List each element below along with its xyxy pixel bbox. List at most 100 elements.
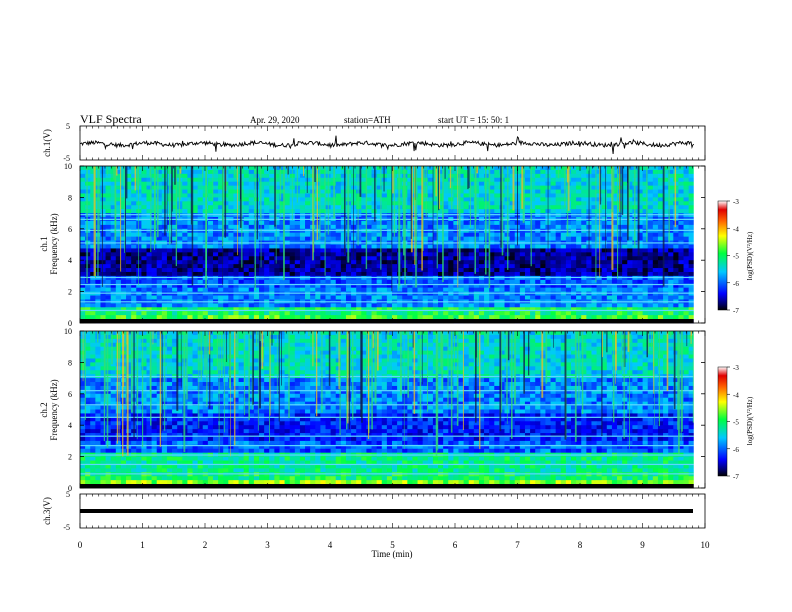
spectrogram-cell xyxy=(320,236,326,241)
spectrogram-cell xyxy=(197,169,204,175)
spectrogram-cell xyxy=(637,271,643,277)
spectrogram-cell xyxy=(530,315,536,320)
spectrogram-sferic xyxy=(435,166,437,197)
spectrogram-cell xyxy=(463,177,470,183)
spectrogram-cell xyxy=(432,311,439,316)
spectrogram-cell xyxy=(197,303,204,308)
spectrogram-cell xyxy=(182,166,188,171)
spectrogram-cell xyxy=(478,260,485,265)
spectrogram-cell xyxy=(212,236,219,241)
spectrogram-cell xyxy=(632,311,638,316)
spectrogram-cell xyxy=(673,264,679,269)
spectrogram-cell xyxy=(422,248,429,253)
spectrogram-cell xyxy=(494,244,500,249)
spectrogram-cell xyxy=(468,205,475,210)
spectrogram-cell xyxy=(80,295,86,300)
spectrogram-cell xyxy=(555,303,562,308)
spectrogram-cell xyxy=(391,260,398,265)
spectrogram-cell xyxy=(468,193,475,198)
spectrogram-cell xyxy=(330,260,337,265)
spectrogram-cell xyxy=(177,268,183,273)
spectrogram-cell xyxy=(105,252,112,257)
spectrogram-cell xyxy=(248,232,255,238)
spectrogram-cell xyxy=(509,209,516,214)
spectrogram-cell xyxy=(110,177,117,183)
spectrogram-cell xyxy=(432,209,439,214)
spectrogram-cell xyxy=(310,307,316,312)
spectrogram-cell xyxy=(550,173,557,179)
spectrogram-cell xyxy=(202,311,209,316)
spectrogram-cell xyxy=(340,236,347,241)
spectrogram-cell xyxy=(345,307,352,312)
spectrogram-cell xyxy=(320,271,326,277)
spectrogram-cell xyxy=(279,177,285,183)
spectrogram-cell xyxy=(627,283,633,289)
spectrogram-cell xyxy=(80,256,86,261)
spectrogram-cell xyxy=(233,264,239,269)
spectrogram-cell xyxy=(141,205,147,210)
spectrogram-cell xyxy=(85,303,91,308)
spectrogram-cell xyxy=(218,268,224,273)
spectrogram-cell xyxy=(366,209,372,214)
spectrogram-cell xyxy=(576,220,582,226)
spectrogram-cell xyxy=(514,252,521,257)
spectrogram-cell xyxy=(407,303,413,308)
spectrogram-cell xyxy=(356,307,362,312)
spectrogram-cell xyxy=(136,271,142,277)
spectrogram-sferic xyxy=(588,166,590,250)
spectrogram-cell xyxy=(274,173,280,179)
spectrogram-cell xyxy=(524,287,531,293)
spectrogram-cell xyxy=(100,271,106,277)
spectrogram-cell xyxy=(417,189,424,194)
spectrogram-cell xyxy=(386,166,393,171)
spectrogram-cell xyxy=(253,166,260,171)
spectrogram-cell xyxy=(289,252,296,257)
spectrogram-cell xyxy=(248,189,255,194)
spectrogram-cell xyxy=(315,283,321,289)
spectrogram-cell xyxy=(524,256,531,261)
spectrogram-cell xyxy=(212,268,219,273)
spectrogram-cell xyxy=(299,311,306,316)
spectrogram-cell xyxy=(494,311,500,316)
spectrogram-cell xyxy=(105,205,112,210)
spectrogram-cell xyxy=(141,268,147,273)
spectrogram-cell xyxy=(540,248,546,253)
spectrogram-cell xyxy=(688,315,695,320)
spectrogram-cell xyxy=(417,279,424,285)
spectrogram-cell xyxy=(299,193,306,198)
spectrogram-cell xyxy=(253,268,260,273)
spectrogram-cell xyxy=(299,169,306,175)
spectrogram-cell xyxy=(519,283,526,289)
spectrogram-cell xyxy=(663,185,669,190)
spectrogram-cell xyxy=(146,189,152,194)
spectrogram-cell xyxy=(591,283,597,289)
spectrogram-cell xyxy=(550,252,557,257)
spectrogram-cell xyxy=(432,315,439,320)
spectrogram-cell xyxy=(228,224,234,230)
spectrogram-cell xyxy=(657,193,664,198)
spectrogram-cell xyxy=(642,177,649,183)
spectrogram-cell xyxy=(591,201,597,206)
spectrogram-cell xyxy=(596,283,603,289)
spectrogram-cell xyxy=(366,236,372,241)
spectrogram-cell xyxy=(212,173,219,179)
spectrogram-cell xyxy=(136,232,142,238)
spectrogram-cell xyxy=(453,181,459,187)
spectrogram-cell xyxy=(289,248,296,253)
spectrogram-sferic xyxy=(439,166,441,209)
spectrogram-cell xyxy=(463,169,470,175)
spectrogram-cell xyxy=(683,224,690,230)
spectrogram-cell xyxy=(100,252,106,257)
spectrogram-cell xyxy=(647,295,654,300)
spectrogram-cell xyxy=(530,303,536,308)
spectrogram-cell xyxy=(555,236,562,241)
spectrogram-cell xyxy=(315,193,321,198)
spectrogram-cell xyxy=(105,256,112,261)
spectrogram-cell xyxy=(187,181,193,187)
spectrogram-cell xyxy=(366,224,372,230)
spectrogram-cell xyxy=(448,169,454,175)
spectrogram-cell xyxy=(581,189,587,194)
spectrogram-cell xyxy=(151,311,158,316)
spectrogram-cell xyxy=(519,252,526,257)
